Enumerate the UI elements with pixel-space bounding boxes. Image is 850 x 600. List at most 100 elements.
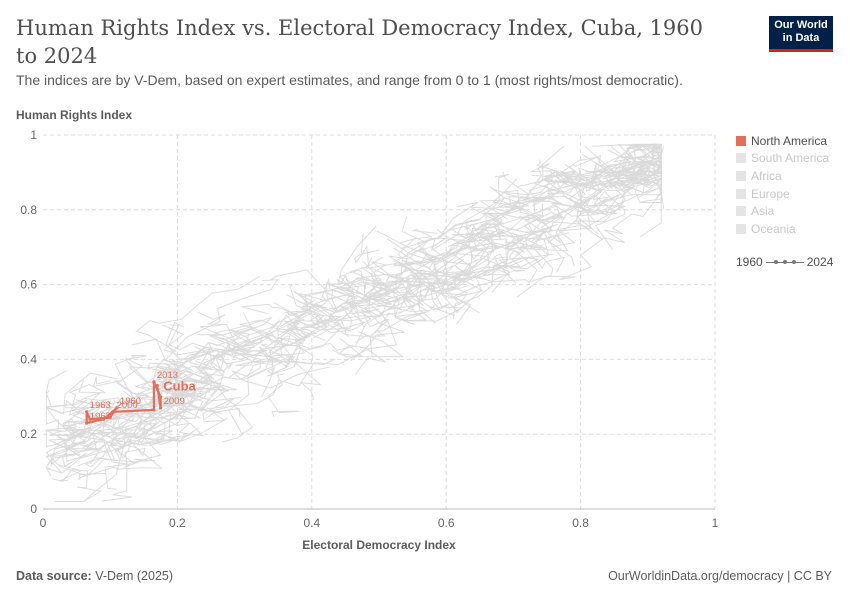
data-source-label: Data source:	[16, 569, 92, 583]
background-trajectory	[537, 176, 626, 258]
background-trajectory	[265, 333, 296, 370]
background-trajectory	[531, 145, 565, 207]
background-trajectory	[147, 327, 273, 389]
background-trajectory	[523, 205, 563, 283]
legend: North America South America Africa Europ…	[736, 132, 829, 238]
data-point	[101, 417, 106, 421]
background-trajectory	[531, 171, 585, 184]
background-trajectory	[124, 423, 162, 468]
background-trajectory	[332, 331, 405, 358]
background-trajectory	[542, 163, 602, 194]
background-trajectory	[135, 321, 217, 398]
background-trajectory	[427, 256, 506, 311]
x-tick-label: 0.8	[572, 516, 589, 530]
background-trajectory	[58, 417, 229, 477]
legend-item-africa[interactable]: Africa	[736, 167, 829, 185]
background-trajectory	[241, 292, 435, 317]
background-trajectory	[354, 232, 427, 292]
legend-label: Africa	[751, 168, 782, 183]
background-trajectory	[135, 275, 260, 353]
background-trajectory	[548, 169, 633, 221]
background-trajectory	[242, 284, 431, 352]
data-point	[111, 410, 116, 414]
credit-link[interactable]: OurWorldinData.org/democracy | CC BY	[608, 569, 832, 583]
owid-logo[interactable]: Our World in Data	[769, 16, 833, 52]
legend-item-oceania[interactable]: Oceania	[736, 220, 829, 238]
background-trajectory	[61, 401, 191, 446]
point-year-label: 2013	[157, 370, 178, 381]
background-trajectory	[370, 284, 415, 310]
point-year-label: 1960	[120, 396, 141, 407]
timeline-end: 2024	[806, 255, 834, 269]
background-trajectory	[311, 303, 335, 327]
y-tick-label: 0.8	[20, 203, 37, 217]
background-trajectory	[164, 279, 280, 381]
background-trajectory	[162, 319, 278, 356]
background-trajectory	[450, 218, 535, 269]
chart-subtitle: The indices are by V-Dem, based on exper…	[16, 72, 683, 88]
background-trajectory	[393, 228, 470, 277]
legend-item-north-america[interactable]: North America	[736, 132, 829, 150]
background-trajectory	[376, 230, 496, 289]
background-trajectory	[368, 279, 409, 309]
background-trajectory	[337, 337, 386, 375]
background-trajectory	[99, 367, 219, 416]
background-trajectory	[551, 172, 650, 235]
x-tick-label: 0.2	[169, 516, 186, 530]
background-trajectory	[472, 159, 626, 293]
background-trajectory	[416, 196, 506, 261]
data-point	[85, 421, 89, 425]
legend-swatch	[736, 188, 746, 199]
background-trajectory	[267, 373, 300, 418]
background-trajectory	[470, 197, 561, 226]
y-tick-label: 0.6	[20, 278, 37, 292]
legend-item-south-america[interactable]: South America	[736, 150, 829, 168]
x-tick-label: 0.4	[303, 516, 320, 530]
background-trajectory	[301, 304, 382, 351]
background-trajectory	[45, 442, 86, 477]
point-year-label: 2000	[117, 400, 138, 411]
data-point	[85, 410, 89, 414]
data-source-value[interactable]: V-Dem (2025)	[95, 569, 174, 583]
background-trajectory	[302, 225, 377, 327]
timeline-legend: 1960 2024	[736, 255, 833, 269]
background-trajectory	[293, 272, 368, 313]
legend-swatch	[736, 135, 746, 146]
legend-label: Oceania	[751, 221, 796, 236]
legend-item-asia[interactable]: Asia	[736, 202, 829, 220]
x-tick-label: 0	[40, 516, 47, 530]
legend-swatch	[736, 206, 746, 217]
background-trajectory	[45, 390, 93, 418]
data-point	[159, 395, 163, 399]
background-trajectory	[494, 198, 591, 284]
background-trajectory	[197, 366, 331, 422]
background-trajectory	[120, 354, 233, 445]
background-trajectory	[576, 190, 626, 250]
logo-line-2: in Data	[782, 32, 820, 44]
background-trajectory	[289, 284, 328, 338]
background-trajectory	[393, 233, 528, 265]
background-trajectory	[360, 273, 418, 356]
legend-label: South America	[751, 151, 830, 166]
background-trajectory	[222, 287, 424, 443]
timeline-start: 1960	[736, 255, 763, 269]
background-trajectory	[417, 253, 554, 324]
background-trajectory	[51, 469, 103, 502]
background-trajectory	[167, 365, 215, 398]
background-trajectory	[260, 320, 308, 398]
background-trajectory	[344, 293, 430, 337]
background-trajectory	[394, 240, 476, 325]
legend-item-europe[interactable]: Europe	[736, 185, 829, 203]
background-trajectory	[519, 206, 621, 234]
background-trajectory	[168, 324, 264, 360]
data-point	[152, 380, 156, 384]
point-year-label: 1962	[90, 411, 111, 422]
background-trajectory	[437, 201, 496, 241]
background-trajectory	[617, 143, 663, 185]
y-tick-label: 1	[30, 128, 37, 142]
background-trajectory	[365, 257, 425, 296]
legend-swatch	[736, 153, 746, 164]
logo-line-1: Our World	[774, 19, 828, 31]
legend-label: Europe	[751, 186, 790, 201]
